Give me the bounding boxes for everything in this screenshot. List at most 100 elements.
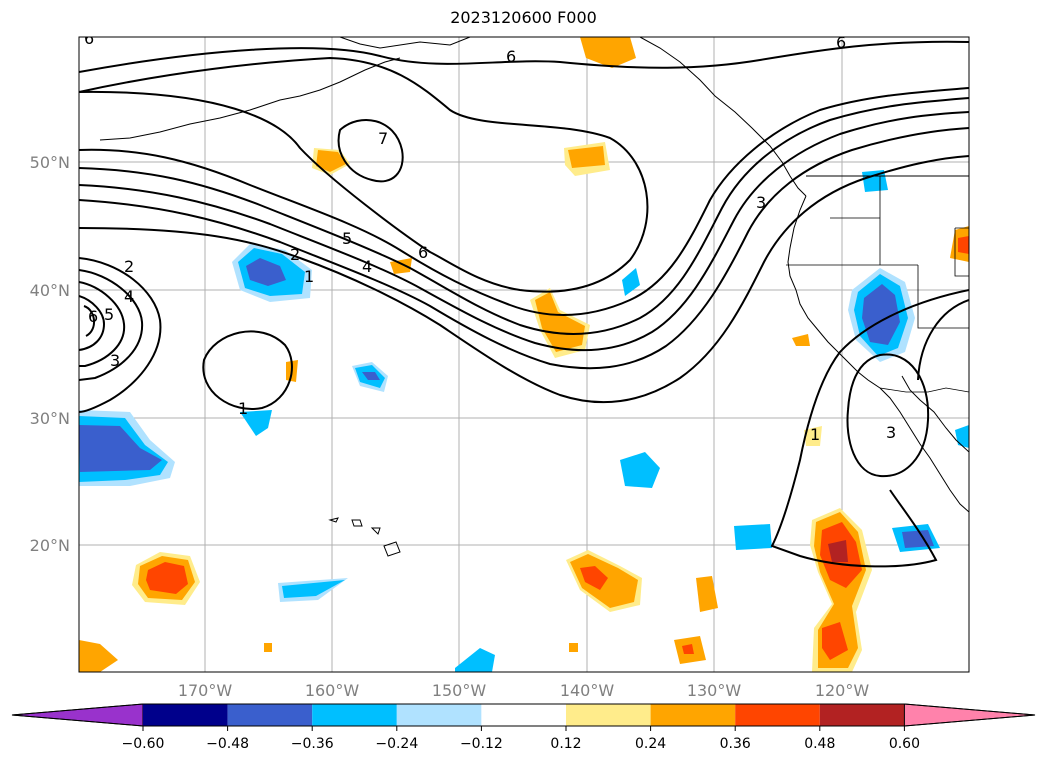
contour-label: 5 (104, 305, 114, 324)
colorbar-segment (143, 704, 228, 726)
contour-1-southeast (770, 289, 969, 568)
contour-labels: 6 6 6 7 5 6 4 2 1 3 2 4 5 6 3 1 1 3 (84, 29, 896, 444)
colorbar-tick-label: 0.36 (720, 736, 751, 752)
contour-label: 7 (378, 129, 388, 148)
negative-anomaly-blob (362, 372, 380, 380)
positive-anomaly-blob (146, 562, 188, 594)
colorbar-segment (735, 704, 820, 726)
contour-label: 4 (362, 257, 372, 276)
contour-label: 6 (88, 307, 98, 326)
positive-anomaly-blob (682, 644, 694, 654)
lon-label: 120°W (815, 681, 870, 700)
contour-label: 1 (238, 399, 248, 418)
positive-anomaly-blob (580, 566, 608, 590)
contour-label: 3 (110, 351, 120, 370)
lon-label: 150°W (432, 681, 487, 700)
contour-label: 1 (304, 267, 314, 286)
positive-anomaly-blob (792, 334, 810, 346)
contour-label: 6 (836, 33, 846, 52)
positive-anomaly-blob (569, 643, 578, 652)
contour-label: 6 (418, 243, 428, 262)
height-contours (79, 40, 969, 568)
lat-label: 50°N (30, 153, 70, 172)
positive-anomaly-blob (79, 640, 118, 672)
contour-5 (79, 87, 969, 316)
colorbar-segment (396, 704, 482, 726)
negative-anomaly-blob (246, 258, 286, 286)
lat-label: 20°N (30, 536, 70, 555)
hawaiian-islands (328, 517, 401, 557)
colorbar-segment (819, 704, 905, 726)
colorbar-tick-label: 0.12 (550, 736, 581, 752)
colorbar-extend-high (903, 703, 1036, 727)
lon-label: 160°W (305, 681, 360, 700)
negative-anomaly-blob (862, 284, 900, 345)
lon-label: 170°W (178, 681, 233, 700)
contour-left-2 (79, 269, 144, 381)
colorbar-tick-label: 0.60 (889, 736, 920, 752)
positive-anomaly-blob (696, 576, 718, 612)
contour-label: 6 (506, 47, 516, 66)
positive-anomaly-blob (958, 236, 969, 254)
map-border (78, 36, 970, 673)
positive-anomaly-blob (264, 643, 272, 652)
negative-anomaly-blob (455, 648, 495, 672)
contour-1 (79, 155, 969, 404)
contour-3 (79, 111, 969, 352)
gulf-of-california (901, 375, 969, 453)
negative-anomaly-blob (620, 452, 660, 488)
colorbar-tick-label: −0.12 (460, 736, 503, 752)
contour-label: 2 (290, 245, 300, 264)
contour-label: 4 (124, 287, 134, 306)
us-state-borders (786, 176, 969, 329)
negative-anomaly-blob (734, 524, 772, 550)
positive-anomaly-blob (535, 292, 585, 352)
colorbar-segment (650, 704, 736, 726)
contour-1-loop (202, 330, 293, 410)
lat-label: 30°N (30, 409, 70, 428)
contour-left-inner (83, 305, 95, 337)
contour-4 (79, 97, 969, 335)
positive-anomaly-blob (804, 426, 822, 446)
colorbar-tick-label: −0.60 (122, 736, 165, 752)
contour-3-southeast (846, 353, 930, 478)
positive-anomaly-blob (580, 37, 636, 68)
contour-label: 5 (342, 229, 352, 248)
positive-anomaly-blob (316, 150, 346, 172)
latitude-labels: 50°N 40°N 30°N 20°N (30, 153, 70, 555)
contour-label: 2 (124, 257, 134, 276)
colorbar-tick-label: 0.24 (635, 736, 666, 752)
lat-label: 40°N (30, 281, 70, 300)
aleutian-islands (99, 57, 401, 141)
contour-label: 6 (84, 29, 94, 48)
positive-anomaly-blob (828, 540, 848, 562)
us-mexico-border (879, 387, 969, 393)
colorbar-tick-label: 0.48 (804, 736, 835, 752)
lon-label: 130°W (687, 681, 742, 700)
contour-label: 3 (886, 423, 896, 442)
colorbar-extend-low (11, 703, 144, 727)
colorbar-segment (481, 704, 566, 726)
map-title: 2023120600 F000 (450, 8, 597, 27)
contour-left-3 (79, 281, 126, 367)
positive-anomaly-blob (822, 622, 848, 660)
colorbar-tick-label: −0.36 (291, 736, 334, 752)
colorbar-segment (312, 704, 397, 726)
contour-ne-loop (917, 299, 969, 381)
longitude-labels: 170°W 160°W 150°W 140°W 130°W 120°W (178, 681, 870, 700)
contour-label: 3 (756, 193, 766, 212)
lon-label: 140°W (560, 681, 615, 700)
contour-left-low (79, 257, 162, 413)
negative-anomaly-blob (622, 268, 640, 296)
shaded-anomaly-field (79, 37, 969, 672)
colorbar-segment (227, 704, 313, 726)
alaska-panhandle-coast (639, 37, 807, 197)
colorbar-tick-label: −0.48 (206, 736, 249, 752)
negative-anomaly-blob (79, 425, 162, 472)
west-coast-usa (787, 195, 881, 389)
colorbar: −0.60 −0.48 −0.36 −0.24 −0.12 0.12 0.24 0.36 0.4… (11, 703, 1036, 752)
contour-7 (337, 119, 404, 183)
baja-california (879, 387, 969, 513)
negative-anomaly-blob (282, 580, 345, 598)
